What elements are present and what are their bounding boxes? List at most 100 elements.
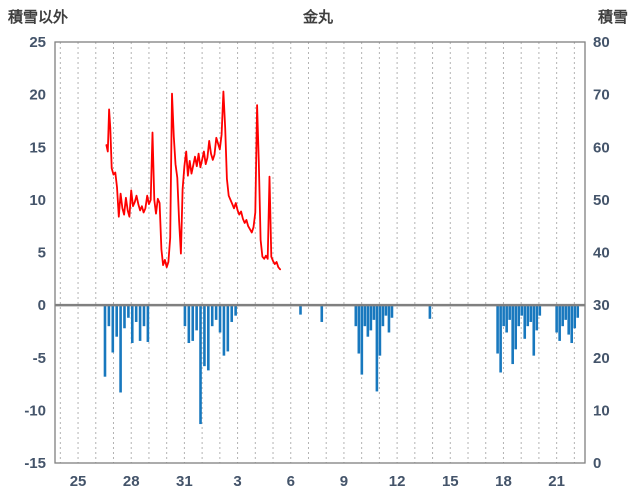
left-axis-tick-label: 20 <box>29 87 46 104</box>
bar-segment <box>538 305 542 316</box>
left-axis-tick-label: 10 <box>29 192 46 209</box>
bar-segment <box>230 305 234 322</box>
x-axis-tick-label: 21 <box>548 473 565 490</box>
bar-segment <box>107 305 111 327</box>
bar-segment <box>372 305 376 320</box>
bar-segment <box>195 305 198 331</box>
bar-segment <box>127 305 130 318</box>
x-axis-tick-label: 6 <box>287 473 295 490</box>
left-axis-tick-label: -10 <box>24 402 46 419</box>
x-axis-tick-label: 3 <box>233 473 241 490</box>
bar-segment <box>320 305 324 322</box>
bar-segment <box>234 305 237 316</box>
right-axis-tick-label: 40 <box>593 245 610 262</box>
left-axis-title: 積雪以外 <box>8 9 69 26</box>
bar-segment <box>354 305 358 327</box>
bar-segment <box>384 305 388 316</box>
right-axis-tick-label: 50 <box>593 192 610 209</box>
bar-segment <box>218 305 222 333</box>
x-axis-tick-label: 31 <box>176 473 193 490</box>
bar-segment <box>499 305 502 373</box>
bar-segment <box>532 305 536 356</box>
bar-segment <box>505 305 508 333</box>
x-axis-tick-label: 25 <box>70 473 87 490</box>
bar-segment <box>214 305 218 320</box>
bar-segment <box>299 305 302 315</box>
chart-title: 金丸 <box>302 9 333 26</box>
bar-segment <box>183 305 187 327</box>
bar-segment <box>511 305 514 365</box>
x-axis-tick-label: 9 <box>340 473 348 490</box>
bar-segment <box>142 305 146 327</box>
bar-segment <box>535 305 539 331</box>
left-axis-tick-label: 25 <box>29 34 46 51</box>
bar-segment <box>378 305 382 356</box>
bar-segment <box>103 305 107 377</box>
bar-segment <box>203 305 206 367</box>
bar-segment <box>226 305 230 352</box>
bar-segment <box>369 305 373 331</box>
plot-frame <box>54 41 586 464</box>
bar-segment <box>111 305 115 353</box>
left-axis-tick-label: 5 <box>38 245 46 262</box>
bar-segment <box>428 305 432 319</box>
bar-segment <box>222 305 226 356</box>
left-axis-tick-label: -15 <box>24 455 46 472</box>
bar-segment <box>502 305 505 327</box>
x-axis-tick-label: 28 <box>123 473 140 490</box>
x-axis-tick-label: 12 <box>389 473 406 490</box>
right-axis-title: 積雪 <box>597 9 628 26</box>
right-axis-tick-label: 70 <box>593 87 610 104</box>
bar-segment <box>207 305 210 371</box>
bar-segment <box>146 305 150 342</box>
bar-segment <box>357 305 361 354</box>
right-axis-tick-label: 20 <box>593 350 610 367</box>
bar-segment <box>496 305 499 354</box>
left-axis-tick-label: 15 <box>29 139 46 156</box>
bar-segment <box>363 305 367 327</box>
bar-segment <box>191 305 195 341</box>
bar-segment <box>567 305 570 335</box>
bar-segment <box>115 305 118 337</box>
right-axis-tick-label: 80 <box>593 34 610 51</box>
bar-segment <box>119 305 122 393</box>
bar-segment <box>199 305 202 425</box>
bar-segment <box>523 305 527 339</box>
bar-segment <box>138 305 142 341</box>
right-axis-tick-label: 0 <box>593 455 601 472</box>
bar-segment <box>123 305 126 329</box>
bar-segment <box>576 305 580 318</box>
right-axis-tick-label: 30 <box>593 297 610 314</box>
bar-segment <box>210 305 214 327</box>
bar-segment <box>375 305 379 392</box>
bar-segment <box>561 305 564 327</box>
bar-segment <box>558 305 561 341</box>
left-axis-tick-label: 0 <box>38 297 46 314</box>
bar-segment <box>187 305 191 344</box>
bar-segment <box>134 305 138 322</box>
bar-segment <box>555 305 558 333</box>
bar-segment <box>570 305 574 344</box>
bar-segment <box>514 305 517 350</box>
bar-segment <box>381 305 385 327</box>
bar-segment <box>130 305 134 344</box>
bar-segment <box>573 305 577 329</box>
bar-segment <box>390 305 394 318</box>
bar-segment <box>526 305 530 327</box>
x-axis-tick-label: 18 <box>495 473 512 490</box>
left-axis-tick-label: -5 <box>33 350 46 367</box>
bar-segment <box>387 305 391 333</box>
bar-segment <box>564 305 567 320</box>
bar-segment <box>520 305 524 316</box>
right-axis-tick-label: 60 <box>593 139 610 156</box>
data-line <box>105 90 282 271</box>
x-axis-tick-label: 15 <box>442 473 459 490</box>
right-axis-tick-label: 10 <box>593 402 610 419</box>
bar-segment <box>529 305 533 322</box>
bar-segment <box>508 305 511 320</box>
bar-segment <box>360 305 364 375</box>
bar-segment <box>517 305 521 327</box>
bar-segment <box>366 305 370 337</box>
